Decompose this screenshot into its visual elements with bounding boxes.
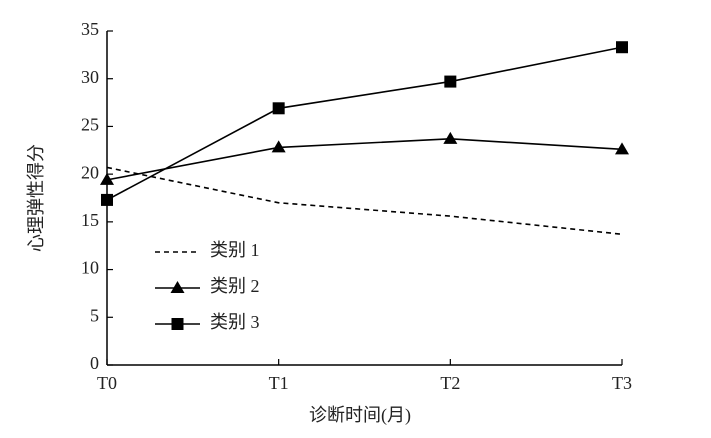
legend-label: 类别 3 (210, 312, 260, 332)
y-tick-label: 0 (90, 353, 99, 373)
legend-label: 类别 2 (210, 276, 260, 296)
x-tick-label: T1 (269, 373, 289, 393)
y-axis-title: 心理弹性得分 (26, 144, 46, 252)
x-tick-label: T0 (97, 373, 117, 393)
legend-label: 类别 1 (210, 240, 260, 260)
y-tick-label: 30 (81, 67, 99, 87)
x-axis-title: 诊断时间(月) (309, 405, 411, 426)
y-tick-label: 35 (81, 19, 99, 39)
data-point (271, 140, 286, 153)
y-tick-label: 25 (81, 115, 99, 135)
series-line (106, 166, 623, 236)
data-point (616, 41, 628, 54)
data-point (101, 193, 113, 206)
series-line (106, 46, 623, 201)
x-tick-label: T2 (440, 373, 460, 393)
data-point (443, 131, 458, 144)
y-tick-label: 5 (90, 305, 99, 325)
data-point (615, 142, 629, 155)
y-tick-label: 10 (81, 258, 99, 278)
x-tick-label: T3 (612, 373, 632, 393)
legend-marker (170, 281, 185, 293)
legend-marker (171, 318, 184, 330)
data-point (100, 172, 114, 185)
y-tick-label: 15 (81, 210, 99, 230)
data-point (272, 102, 285, 115)
series-line (106, 138, 623, 181)
data-point (444, 75, 457, 88)
y-tick-label: 20 (81, 162, 99, 182)
